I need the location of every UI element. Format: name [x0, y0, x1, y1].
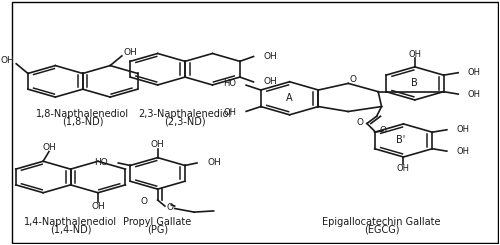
Text: 2,3-Napthalenediol: 2,3-Napthalenediol [138, 109, 232, 119]
Text: B': B' [396, 135, 406, 146]
Text: OH: OH [264, 77, 277, 86]
Text: (1,4-ND): (1,4-ND) [50, 224, 92, 234]
Text: 1,4-Napthalenediol: 1,4-Napthalenediol [24, 217, 117, 227]
Text: (2,3-ND): (2,3-ND) [164, 116, 206, 126]
Text: (PG): (PG) [147, 224, 168, 234]
Text: OH: OH [224, 108, 236, 117]
Text: OH: OH [456, 125, 469, 134]
Text: O: O [141, 197, 148, 206]
Text: O: O [350, 75, 356, 84]
Text: HO: HO [94, 159, 108, 167]
Text: OH: OH [91, 202, 105, 211]
Text: OH: OH [124, 48, 138, 57]
Text: OH: OH [408, 49, 422, 59]
Text: O: O [356, 118, 363, 127]
Text: O: O [166, 203, 173, 212]
Text: A: A [286, 93, 293, 103]
Text: (1,8-ND): (1,8-ND) [62, 116, 104, 126]
Text: OH: OH [0, 56, 14, 65]
Text: OH: OH [208, 159, 222, 167]
Text: (EGCG): (EGCG) [364, 224, 400, 234]
Text: OH: OH [42, 143, 56, 152]
Text: Propyl Gallate: Propyl Gallate [124, 217, 192, 227]
Text: B: B [412, 78, 418, 88]
Text: Epigallocatechin Gallate: Epigallocatechin Gallate [322, 217, 441, 227]
Text: OH: OH [468, 90, 481, 98]
Text: O: O [379, 126, 386, 135]
Text: OH: OH [264, 52, 277, 61]
Text: OH: OH [397, 164, 410, 173]
Text: HO: HO [224, 79, 236, 88]
Text: OH: OH [468, 68, 481, 77]
Text: 1,8-Napthalenediol: 1,8-Napthalenediol [36, 109, 130, 119]
Text: OH: OH [150, 140, 164, 149]
Text: OH: OH [456, 147, 469, 156]
